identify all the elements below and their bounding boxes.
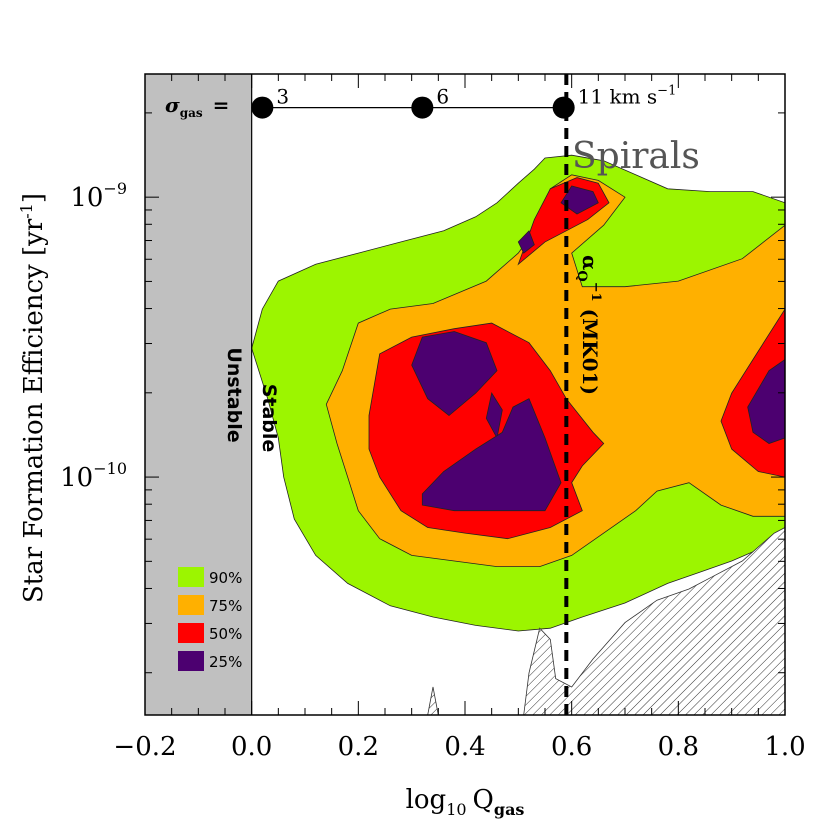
legend-label-1: 75%: [209, 597, 242, 615]
x-tick-label-2: 0.2: [338, 732, 379, 762]
x-label-log-sub: 10: [446, 800, 466, 819]
sigma-gas-point-0: [251, 96, 274, 119]
contour-25pct-10: [747, 359, 785, 444]
contour-25pct-6: [485, 392, 503, 440]
x-tick-label-3: 0.4: [444, 732, 485, 762]
contour-25pct-5: [411, 331, 498, 417]
x-label-var: Q: [473, 785, 494, 815]
sigma-gas-point-1: [411, 96, 434, 119]
axis-ticks: [144, 74, 786, 715]
spirals-label: Spirals: [572, 136, 700, 177]
y-tick-base: 10: [70, 183, 103, 213]
y-label-close: ]: [19, 193, 49, 203]
sigma-gas-scale: 3 6 11 km s−1: [251, 84, 676, 119]
x-axis-label: log10 Qgas: [406, 785, 525, 819]
sigma-equals: =: [213, 93, 230, 117]
x-tick-labels: −0.2 0.0 0.2 0.4 0.6 0.8 1.0: [113, 732, 805, 762]
x-tick-label-0: −0.2: [113, 732, 176, 762]
legend-swatch-0: [178, 567, 204, 587]
legend-label-3: 25%: [209, 653, 242, 671]
contour-25pct-7: [421, 398, 562, 512]
sigma-symbol: σ: [165, 93, 180, 117]
y-tick-exp: −9: [103, 179, 127, 198]
x-label-var-sub: gas: [494, 800, 525, 819]
unstable-label-group: Unstable: [223, 347, 245, 442]
y-axis-label: Star Formation Efficiency [yr-1]: [17, 193, 49, 603]
excluded-region-0: [523, 527, 785, 715]
y-tick-label-1: 10−10: [60, 459, 127, 493]
sigma-sub: gas: [180, 106, 203, 120]
legend-swatch-1: [178, 595, 204, 615]
sigma-gas-point-2: [552, 96, 575, 119]
stable-label-group: Stable: [258, 384, 280, 453]
sigma-gas-prefix: σgas =: [165, 93, 229, 120]
y-tick-labels: 10−910−10: [60, 179, 127, 493]
sigma-gas-unit-exp: −1: [657, 84, 676, 99]
y-tick-base: 10: [60, 463, 93, 493]
critical-alpha-sup: −1: [588, 282, 603, 302]
x-label-log: log: [406, 785, 447, 815]
critical-line-label: αQ−1 (MK01): [574, 255, 603, 395]
contour-25pct-9: [517, 230, 535, 254]
excluded-region-layer: [427, 527, 785, 715]
y-label-exp: -1: [17, 203, 36, 219]
legend: 90% 75% 50% 25%: [178, 567, 242, 671]
critical-alpha: α: [578, 255, 602, 270]
critical-alpha-rest: (MK01): [578, 302, 602, 395]
x-tick-label-5: 0.8: [658, 732, 699, 762]
legend-label-2: 50%: [209, 625, 242, 643]
x-tick-label-4: 0.6: [551, 732, 592, 762]
x-tick-label-6: 1.0: [764, 732, 805, 762]
x-tick-label-1: 0.0: [231, 732, 272, 762]
stable-label: Stable: [258, 384, 280, 453]
unstable-label: Unstable: [223, 347, 245, 442]
contour-25pct-8: [560, 185, 599, 215]
y-tick-label-0: 10−9: [70, 179, 127, 213]
legend-label-0: 90%: [209, 569, 242, 587]
legend-swatch-3: [178, 651, 204, 671]
y-label-text: Star Formation Efficiency [yr: [19, 218, 49, 603]
sigma-gas-label-0: 3: [276, 85, 289, 109]
y-axis-label-group: Star Formation Efficiency [yr-1]: [17, 193, 49, 603]
excluded-region-1: [427, 686, 439, 715]
legend-swatch-2: [178, 623, 204, 643]
sigma-gas-label-1: 6: [436, 85, 449, 109]
contour-layer: [251, 154, 785, 632]
critical-alpha-sub: Q: [574, 270, 589, 281]
y-tick-exp: −10: [93, 459, 127, 478]
sigma-gas-label-2: 11 km s−1: [578, 84, 677, 109]
critical-line-label-group: αQ−1 (MK01): [574, 255, 603, 395]
